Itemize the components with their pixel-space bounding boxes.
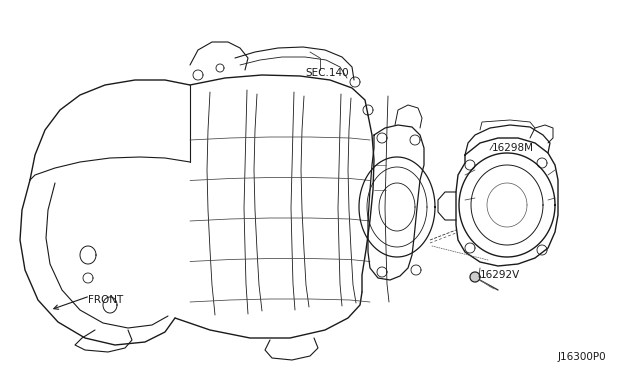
Polygon shape	[470, 272, 480, 282]
Text: J16300P0: J16300P0	[558, 352, 607, 362]
Text: SEC.140: SEC.140	[305, 68, 349, 78]
Text: 16292V: 16292V	[480, 270, 520, 280]
Text: FRONT: FRONT	[88, 295, 124, 305]
Text: 16298M: 16298M	[492, 143, 534, 153]
